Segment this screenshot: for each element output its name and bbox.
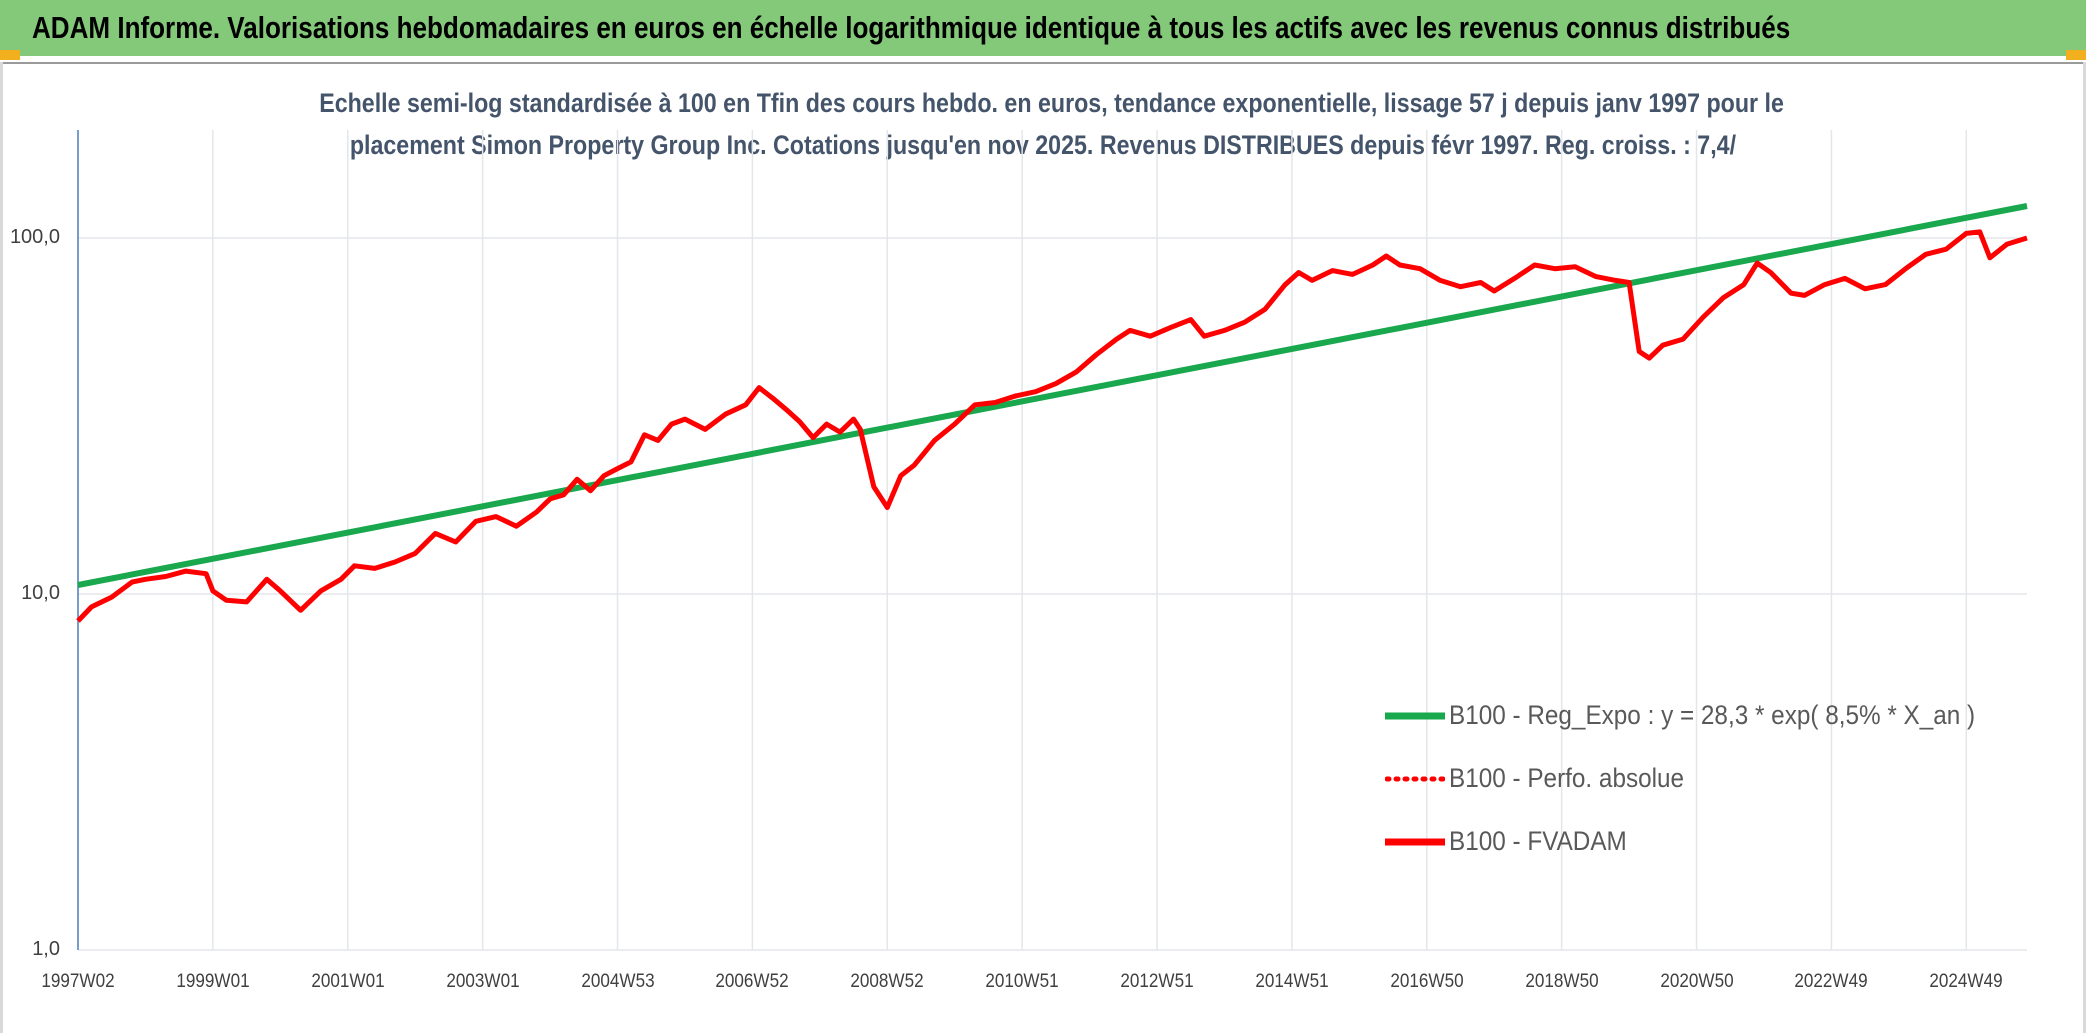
y-tick-label: 1,0	[32, 938, 60, 960]
chart-title-line-2: placement Simon Property Group Inc. Cota…	[200, 130, 1886, 161]
chart-title-line-1: Echelle semi-log standardisée à 100 en T…	[200, 88, 1886, 119]
x-tick-label: 2004W53	[580, 971, 655, 992]
x-tick-label: 2008W52	[850, 971, 924, 992]
x-tick-label: 2012W51	[1120, 971, 1194, 992]
x-tick-label: 2003W01	[446, 971, 520, 992]
legend-label-fvadam: B100 - FVADAM	[1449, 826, 1627, 856]
chart-legend: B100 - Reg_Expo : y = 28,3 * exp( 8,5% *…	[1385, 684, 2045, 873]
x-tick-label: 2020W50	[1659, 971, 1734, 992]
report-title: ADAM Informe. Valorisations hebdomadaire…	[32, 10, 1791, 45]
chart-title-line-1-text: Echelle semi-log standardisée à 100 en T…	[319, 88, 1784, 118]
corner-marker-left	[0, 50, 20, 60]
legend-item-reg-expo: B100 - Reg_Expo : y = 28,3 * exp( 8,5% *…	[1385, 684, 2045, 747]
chart-frame	[0, 62, 2086, 1033]
legend-swatch-perfo-absolue	[1385, 776, 1445, 781]
x-tick-label: 1999W01	[176, 971, 250, 992]
report-banner: ADAM Informe. Valorisations hebdomadaire…	[0, 0, 2086, 56]
x-tick-label: 2001W01	[311, 971, 385, 992]
chart-frame-left-edge	[0, 62, 3, 1033]
series-line-fvadam	[76, 229, 2028, 623]
x-tick-label: 2018W50	[1525, 971, 1599, 992]
chart-frame-right-edge	[2083, 62, 2086, 1033]
legend-item-fvadam: B100 - FVADAM	[1385, 810, 2045, 873]
legend-item-perfo-absolue: B100 - Perfo. absolue	[1385, 747, 2045, 810]
x-tick-label: 1997W02	[41, 971, 115, 992]
y-tick-label: 100,0	[9, 226, 60, 248]
x-tick-label: 2016W50	[1390, 971, 1464, 992]
x-tick-label: 2010W51	[985, 971, 1059, 992]
x-tick-label: 2022W49	[1794, 971, 1869, 992]
x-tick-label: 2024W49	[1929, 971, 2003, 992]
legend-label-perfo-absolue: B100 - Perfo. absolue	[1449, 763, 1685, 793]
corner-marker-right	[2066, 50, 2086, 60]
x-tick-label: 2014W51	[1255, 971, 1329, 992]
legend-label-reg-expo: B100 - Reg_Expo : y = 28,3 * exp( 8,5% *…	[1449, 700, 1976, 730]
legend-swatch-reg-expo	[1385, 712, 1445, 719]
series-line-reg-expo	[77, 203, 2028, 588]
x-tick-label: 2006W52	[715, 971, 789, 992]
legend-swatch-fvadam	[1385, 838, 1445, 845]
chart-title-line-2-text: placement Simon Property Group Inc. Cota…	[349, 130, 1737, 160]
y-tick-label: 10,0	[21, 582, 60, 604]
